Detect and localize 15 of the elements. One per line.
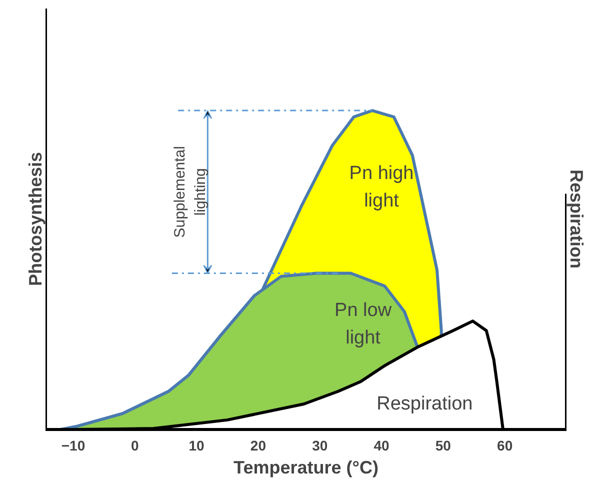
x-tick-label: 10 <box>188 438 205 454</box>
x-tick-label: 40 <box>374 438 390 454</box>
y2-axis-title: Respiration <box>566 169 586 269</box>
annotation: Supplemental lighting <box>172 146 210 238</box>
x-tick-label: −10 <box>61 438 86 454</box>
annotation: Pn high light <box>349 162 414 212</box>
annotation: Pn low light <box>334 300 392 348</box>
x-tick-label: 0 <box>131 438 140 454</box>
x-axis-title: Temperature (°C) <box>234 458 378 478</box>
y-axis-title: Photosynthesis <box>26 152 46 286</box>
x-tick-label: 20 <box>250 438 266 454</box>
x-tick-label: 60 <box>497 438 513 454</box>
annotation: Respiration <box>376 393 473 414</box>
x-tick-label: 50 <box>435 438 452 454</box>
x-tick-label: 30 <box>312 438 328 454</box>
